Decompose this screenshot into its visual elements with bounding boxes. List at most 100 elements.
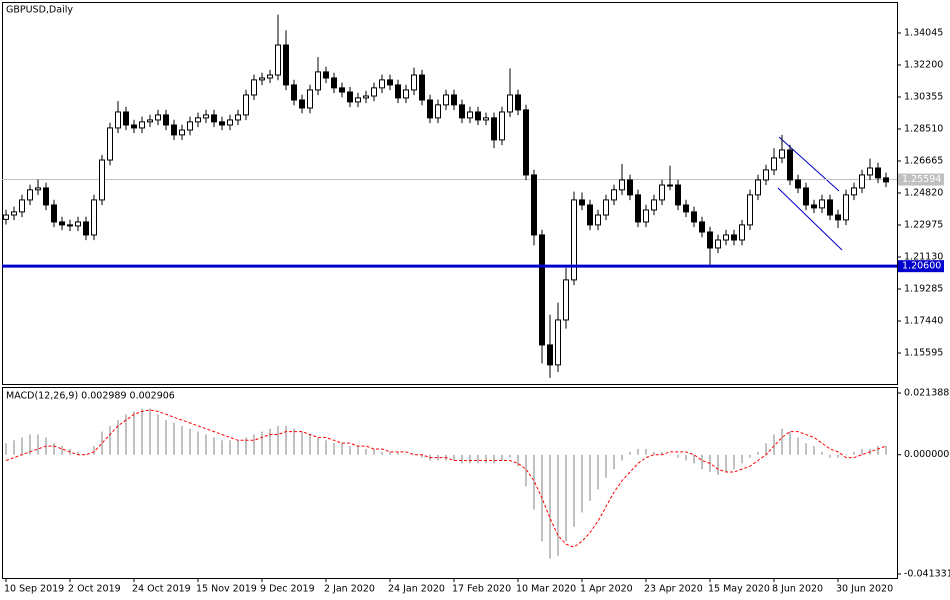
histogram-bar [261, 431, 263, 455]
candle-body [787, 149, 793, 181]
candle-body [835, 214, 841, 221]
candle-body [691, 211, 697, 223]
histogram-bar [117, 420, 119, 455]
candle-body [803, 187, 809, 206]
candle-body [779, 149, 785, 159]
candle-body [643, 209, 649, 223]
candle-body [379, 79, 385, 89]
histogram-bar [157, 414, 159, 455]
candle-body [283, 44, 289, 86]
histogram-bar [661, 451, 663, 455]
candle-body [435, 104, 441, 119]
candle-body [35, 187, 41, 191]
histogram-bar [389, 451, 391, 455]
candle-body [547, 344, 553, 366]
histogram-bar [733, 454, 735, 470]
x-tick-label: 23 Apr 2020 [644, 584, 703, 595]
histogram-bar [77, 451, 79, 455]
candle-body [731, 234, 737, 241]
histogram-bar [477, 454, 479, 464]
candle-body [579, 199, 585, 206]
channel-line [778, 136, 840, 192]
candle-body [363, 95, 369, 99]
histogram-bar [53, 443, 55, 455]
candle-body [851, 187, 857, 196]
y-tick-label: 0.021388 [904, 388, 949, 399]
candle-body [531, 174, 537, 236]
y-tick-label: 1.28510 [904, 123, 943, 134]
candle-body [571, 199, 577, 281]
histogram-bar [813, 446, 815, 455]
histogram-bar [613, 454, 615, 470]
candle-body [59, 221, 65, 226]
histogram-bar [397, 451, 399, 455]
candle-body [227, 119, 233, 126]
histogram-bar [453, 454, 455, 461]
histogram-bar [189, 428, 191, 455]
y-tick-label: 1.30355 [904, 91, 943, 102]
candle-body [315, 71, 321, 91]
candle-body [267, 74, 273, 79]
x-tick-label: 10 Sep 2019 [4, 584, 64, 595]
histogram-bar [861, 448, 863, 455]
candle-body [147, 119, 153, 123]
histogram-bar [125, 414, 127, 455]
histogram-bar [181, 425, 183, 455]
candle-body [843, 194, 849, 221]
histogram-bar [285, 425, 287, 455]
histogram-bar [565, 454, 567, 542]
histogram-bar [421, 454, 423, 458]
x-tick-label: 30 Jun 2020 [836, 584, 893, 595]
histogram-bar [61, 446, 63, 455]
histogram-bar [149, 408, 151, 455]
x-tick-label: 8 Jun 2020 [772, 584, 823, 595]
candle-body [419, 74, 425, 101]
histogram-bar [789, 431, 791, 455]
candle-body [795, 179, 801, 189]
y-tick-label: 1.22975 [904, 219, 943, 230]
histogram-bar [669, 454, 671, 456]
x-tick-label: 15 Nov 2019 [196, 584, 257, 595]
x-tick-label: 2 Oct 2019 [68, 584, 121, 595]
x-tick-label: 24 Jan 2020 [388, 584, 445, 595]
candle-body [403, 89, 409, 99]
histogram-bar [621, 454, 623, 461]
candle-body [683, 204, 689, 213]
candle-body [211, 114, 217, 123]
candle-body [371, 87, 377, 97]
candle-body [659, 184, 665, 201]
candle-body [867, 167, 873, 176]
y-tick-label: 1.26665 [904, 155, 943, 166]
candle-body [339, 87, 345, 93]
candle-body [507, 94, 513, 113]
candle-body [771, 157, 777, 171]
histogram-bar [765, 443, 767, 455]
histogram-bar [165, 420, 167, 455]
level-label: 1.20600 [902, 261, 941, 272]
histogram-bar [797, 437, 799, 455]
candle-body [347, 91, 353, 103]
candle-body [699, 221, 705, 233]
candle-body [3, 214, 9, 220]
x-tick-label: 10 Mar 2020 [516, 584, 576, 595]
histogram-bar [205, 434, 207, 455]
signal-line [5, 409, 887, 548]
histogram-bar [357, 446, 359, 455]
candle-body [555, 319, 561, 366]
histogram-bar [437, 454, 439, 461]
candle-body [131, 124, 137, 129]
candle-body [715, 239, 721, 249]
candle-body [43, 187, 49, 206]
x-tick-label: 9 Dec 2019 [260, 584, 315, 595]
candle-body [723, 234, 729, 241]
candle-body [27, 189, 33, 201]
histogram-bar [229, 440, 231, 455]
x-tick-label: 17 Feb 2020 [452, 584, 511, 595]
candle-body [235, 114, 241, 121]
histogram-bar [701, 454, 703, 470]
histogram-bar [781, 428, 783, 455]
histogram-bar [653, 451, 655, 455]
candle-body [259, 77, 265, 81]
